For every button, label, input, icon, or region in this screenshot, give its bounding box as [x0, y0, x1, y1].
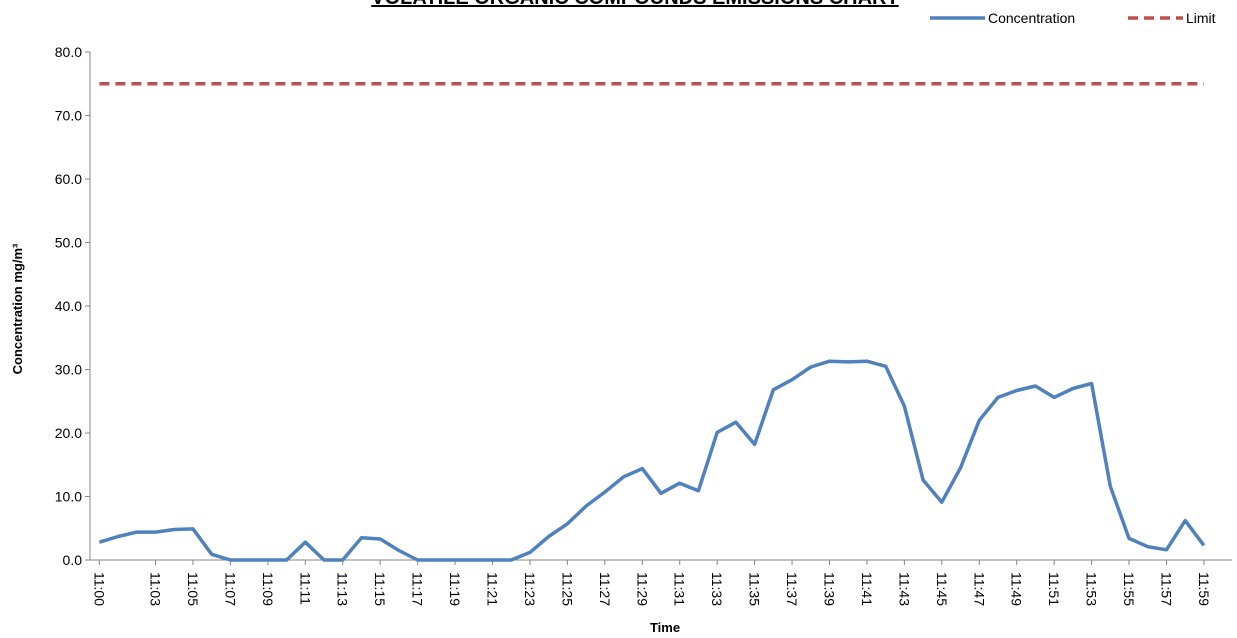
x-tick-label: 11:47 [971, 572, 987, 606]
x-tick-label: 11:57 [1158, 572, 1174, 606]
y-tick-label: 20.0 [55, 425, 82, 441]
y-tick-label: 80.0 [55, 44, 82, 60]
y-tick-label: 50.0 [55, 235, 82, 251]
x-tick-label: 11:53 [1084, 572, 1100, 606]
y-tick-label: 30.0 [55, 362, 82, 378]
x-tick-label: 11:37 [784, 572, 800, 606]
legend-label-concentration: Concentration [988, 10, 1075, 26]
x-tick-label: 11:05 [185, 572, 201, 606]
y-axis: 0.0 10.0 20.0 30.0 40.0 50.0 60.0 70.0 80.0 [55, 44, 91, 568]
x-tick-label: 11:31 [672, 572, 688, 606]
x-tick-label: 11:17 [410, 572, 426, 606]
x-tick-label: 11:41 [859, 572, 875, 606]
x-tick-label: 11:51 [1046, 572, 1062, 606]
x-axis: 11:00 11:03 11:05 11:07 11:09 11:11 11:13 11:15… [90, 559, 1232, 606]
y-axis-title: Concentration mg/m³ [10, 243, 25, 374]
y-tick-label: 10.0 [55, 489, 82, 505]
x-tick-label: 11:39 [821, 572, 837, 606]
x-tick-label: 11:07 [222, 572, 238, 606]
x-tick-label: 11:27 [597, 572, 613, 606]
y-tick-label: 40.0 [55, 298, 82, 314]
y-tick-label: 70.0 [55, 108, 82, 124]
x-tick-label: 11:03 [148, 572, 164, 606]
x-tick-label: 11:21 [485, 572, 501, 606]
plot-area [98, 82, 1206, 562]
series-line-concentration [98, 359, 1206, 562]
x-tick-label: 11:09 [260, 572, 276, 606]
legend-label-limit: Limit [1186, 10, 1216, 26]
x-tick-label: 11:00 [91, 572, 107, 606]
x-tick-label: 11:45 [934, 572, 950, 606]
x-tick-label: 11:35 [747, 572, 763, 606]
x-tick-label: 11:19 [447, 572, 463, 606]
x-tick-label: 11:13 [335, 572, 351, 606]
x-tick-label: 11:23 [522, 572, 538, 606]
x-tick-label: 11:33 [709, 572, 725, 606]
x-tick-label: 11:49 [1009, 572, 1025, 606]
y-tick-label: 0.0 [63, 552, 83, 568]
x-tick-label: 11:43 [896, 572, 912, 606]
y-tick-label: 60.0 [55, 171, 82, 187]
x-axis-title: Time [650, 620, 680, 633]
x-tick-label: 11:59 [1196, 572, 1212, 606]
x-tick-label: 11:29 [634, 572, 650, 606]
x-tick-label: 11:25 [559, 572, 575, 606]
x-tick-label: 11:15 [372, 572, 388, 606]
chart-title: VOLATILE ORGANIC COMPOUNDS EMISSIONS CHA… [371, 0, 898, 9]
x-tick-label: 11:55 [1121, 572, 1137, 606]
x-tick-label: 11:11 [297, 572, 313, 605]
legend: Concentration Limit [930, 10, 1216, 26]
